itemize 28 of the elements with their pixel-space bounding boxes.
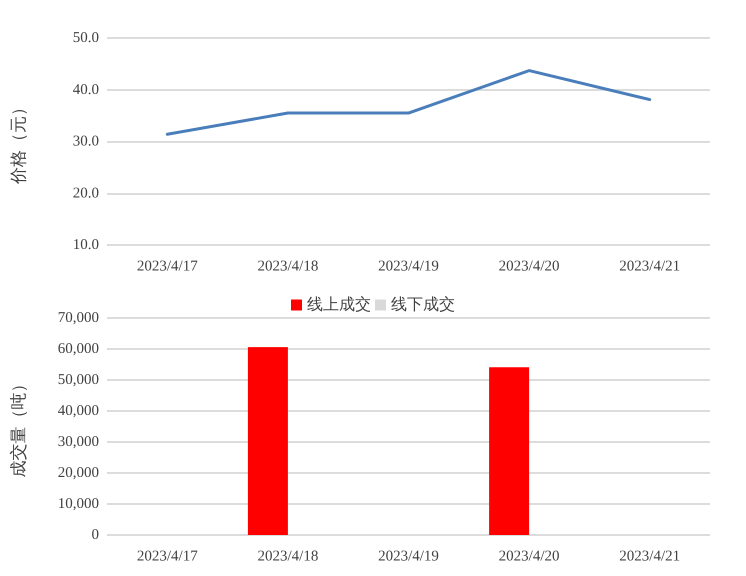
x-tick-label: 2023/4/18 bbox=[257, 258, 318, 274]
x-tick-label: 2023/4/17 bbox=[136, 548, 198, 564]
y-tick-label: 10.0 bbox=[72, 237, 99, 253]
x-tick-label: 2023/4/20 bbox=[498, 548, 560, 564]
y-axis-title: 成交量（吨） bbox=[9, 376, 28, 478]
legend-label: 线上成交 bbox=[307, 296, 371, 314]
y-tick-label: 60,000 bbox=[58, 341, 99, 357]
y-tick-label: 50.0 bbox=[72, 30, 99, 46]
x-tick-label: 2023/4/21 bbox=[619, 548, 680, 564]
x-tick-label: 2023/4/19 bbox=[378, 258, 439, 274]
y-tick-label: 0 bbox=[92, 527, 99, 543]
y-tick-label: 20,000 bbox=[58, 465, 99, 481]
y-tick-label: 10,000 bbox=[58, 496, 99, 512]
y-tick-label: 20.0 bbox=[72, 185, 99, 202]
y-tick-label: 40.0 bbox=[72, 82, 99, 98]
legend-label: 线下成交 bbox=[391, 296, 455, 314]
x-tick-label: 2023/4/20 bbox=[498, 258, 560, 274]
y-tick-label: 40,000 bbox=[58, 403, 99, 419]
x-tick-label: 2023/4/21 bbox=[619, 258, 680, 274]
y-tick-label: 30.0 bbox=[72, 134, 99, 150]
line-series bbox=[166, 69, 652, 136]
x-tick-label: 2023/4/19 bbox=[378, 548, 439, 564]
y-tick-label: 70,000 bbox=[58, 310, 99, 326]
x-tick-label: 2023/4/17 bbox=[136, 258, 198, 274]
x-tick-label: 2023/4/18 bbox=[257, 548, 318, 564]
y-tick-label: 50,000 bbox=[58, 372, 99, 388]
y-axis-title: 价格（元） bbox=[9, 99, 28, 185]
y-tick-label: 30,000 bbox=[58, 434, 99, 450]
